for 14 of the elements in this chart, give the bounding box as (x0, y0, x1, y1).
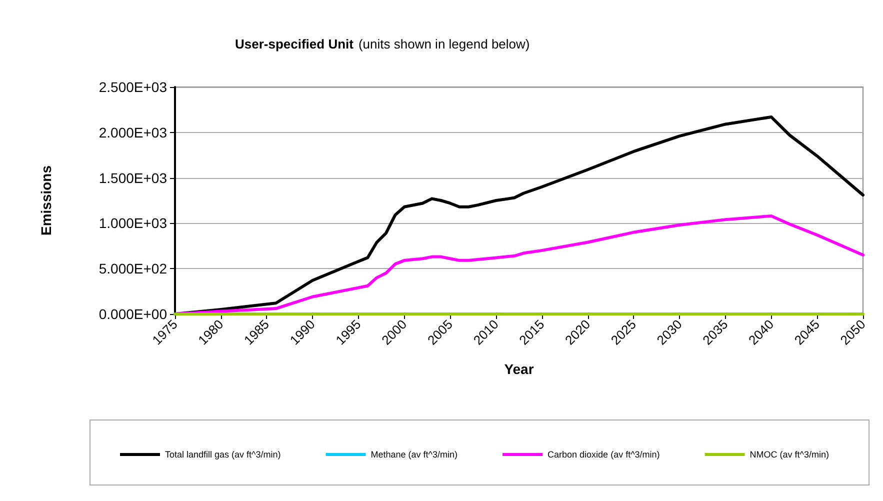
y-tick-label: 2.000E+03 (98, 124, 168, 140)
y-tick-label: 0.000E+00 (98, 306, 168, 322)
legend-label: NMOC (av ft^3/min) (750, 450, 830, 460)
x-axis-title: Year (504, 361, 534, 377)
y-tick-label: 1.000E+03 (98, 215, 168, 232)
legend-label: Total landfill gas (av ft^3/min) (165, 450, 281, 460)
y-tick-label: 1.500E+03 (98, 170, 168, 186)
y-tick-label: 2.500E+03 (98, 79, 168, 95)
y-axis-title: Emissions (38, 165, 54, 236)
chart-subtitle: (units shown in legend below) (358, 36, 530, 52)
chart-title: User-specified Unit (235, 36, 354, 52)
legend-label: Carbon dioxide (av ft^3/min) (548, 450, 660, 460)
y-tick-label: 5.000E+02 (98, 260, 168, 277)
legend-label: Methane (av ft^3/min) (370, 450, 458, 460)
